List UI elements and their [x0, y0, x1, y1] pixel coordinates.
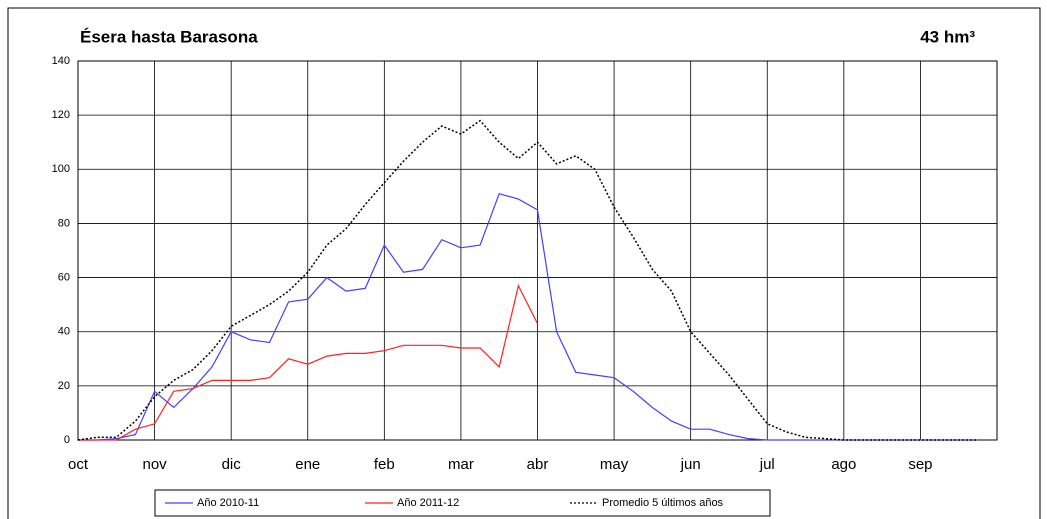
legend-box — [154, 489, 771, 517]
x-tick-label: ene — [295, 456, 320, 473]
x-tick-label: feb — [374, 456, 395, 473]
x-tick-label: sep — [908, 456, 932, 473]
y-tick-label: 100 — [52, 163, 70, 175]
series-line — [77, 119, 978, 441]
y-tick-label: 120 — [52, 109, 70, 121]
x-tick-label: mar — [448, 456, 474, 473]
y-tick-label: 140 — [52, 55, 70, 67]
chart-subtitle: 43 hm³ — [920, 27, 975, 46]
x-tick-label: may — [600, 456, 629, 473]
legend-label: Promedio 5 últimos años — [602, 497, 724, 509]
x-tick-label: ago — [831, 456, 856, 473]
y-tick-label: 60 — [58, 271, 70, 283]
y-tick-label: 80 — [58, 217, 70, 229]
y-tick-label: 20 — [58, 380, 70, 392]
x-tick-label: dic — [222, 456, 242, 473]
series-line — [78, 192, 978, 441]
x-tick-label: jun — [680, 456, 701, 473]
legend-label: Año 2010-11 — [197, 497, 259, 509]
x-tick-label: nov — [142, 456, 167, 473]
y-tick-label: 40 — [58, 326, 70, 338]
x-tick-label: jul — [759, 456, 775, 473]
y-tick-label: 0 — [64, 434, 70, 446]
chart-title: Ésera hasta Barasona — [80, 27, 258, 46]
legend-label: Año 2011-12 — [397, 497, 459, 509]
series-line — [78, 283, 539, 441]
x-tick-label: oct — [68, 456, 89, 473]
x-tick-label: abr — [527, 456, 549, 473]
